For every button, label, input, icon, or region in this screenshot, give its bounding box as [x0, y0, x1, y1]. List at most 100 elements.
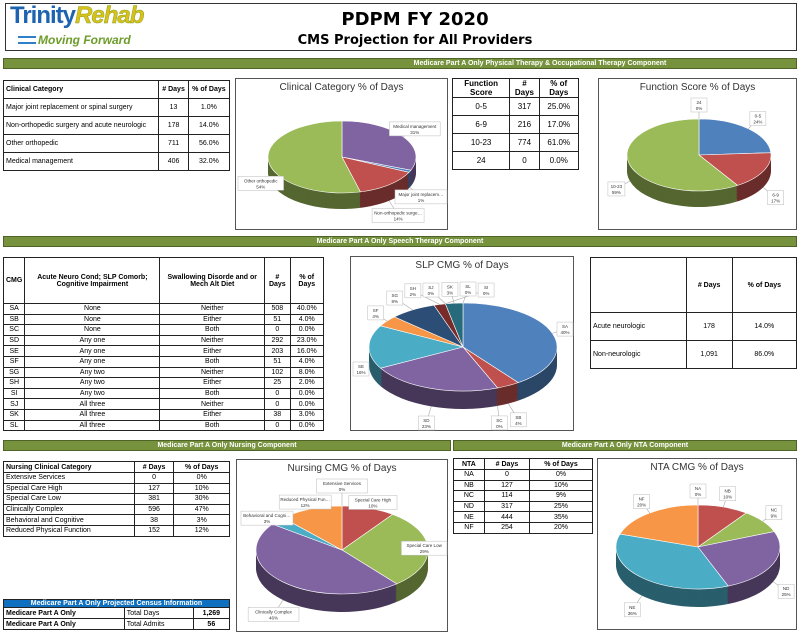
- data-label-category: Other orthopedic: [244, 178, 278, 183]
- table-cell: 254: [483, 521, 531, 534]
- table-cell: 9%: [529, 490, 593, 502]
- table-cell: 0: [133, 472, 175, 484]
- data-label-value: 4%: [515, 421, 522, 426]
- table-cell: 14.0%: [731, 312, 798, 341]
- table-cell: Either: [159, 408, 266, 421]
- table-cell: 178: [685, 312, 733, 341]
- pie-slice-sd: [379, 346, 499, 392]
- data-label-category: NA: [695, 486, 701, 491]
- table-cell: 1,269: [192, 607, 231, 619]
- data-label-category: ND: [783, 586, 790, 591]
- table-cell: 317: [483, 500, 531, 513]
- column-header: # Days: [685, 257, 733, 313]
- table-cell: All three: [24, 398, 161, 410]
- data-label-category: SJ: [428, 285, 433, 290]
- table-cell: 23.0%: [289, 334, 325, 347]
- pie-slice-nd: [697, 531, 781, 587]
- table-row: Medicare Part A Only Total Days 1,269: [3, 607, 231, 619]
- table-row: Non-orthopedic surgery and acute neurolo…: [2, 116, 231, 135]
- data-label-category: SB: [515, 415, 521, 420]
- table-row: NC 114 9%: [453, 490, 593, 502]
- table-cell: 1.0%: [187, 98, 231, 117]
- data-label-value: 1%: [418, 198, 425, 203]
- table-cell: 51: [264, 313, 291, 326]
- table-cell: Any two: [24, 377, 161, 389]
- table-cell: Any two: [24, 366, 161, 379]
- table-cell: 0: [509, 151, 540, 170]
- data-label-value: 16%: [356, 370, 365, 375]
- logo-speed-lines-icon: [18, 36, 36, 44]
- page-title: PDPM FY 2020: [341, 9, 489, 30]
- data-label-value: 12%: [301, 503, 310, 508]
- table-cell: 0: [264, 324, 291, 336]
- data-label-value: 3%: [447, 290, 454, 295]
- table-cell: 38: [133, 514, 175, 526]
- data-label-category: Medical management: [393, 124, 437, 129]
- data-label-value: 29%: [420, 549, 429, 554]
- table-cell: Any two: [24, 387, 161, 400]
- table-cell: Total Admits: [123, 618, 194, 630]
- table-cell: Either: [159, 345, 266, 357]
- table-cell: 12%: [173, 524, 230, 537]
- table-cell: 0: [483, 469, 531, 481]
- column-header: # Days: [158, 80, 189, 99]
- data-label-value: 31%: [410, 130, 419, 135]
- table-cell: 774: [509, 133, 540, 152]
- table-cell: 4.0%: [289, 355, 325, 368]
- pie-slice-ne: [615, 533, 729, 590]
- data-label-category: SC: [496, 418, 503, 423]
- data-label-value: 2%: [410, 292, 417, 297]
- table-cell: NE: [453, 511, 485, 523]
- table-cell: Special Care Low: [3, 493, 135, 505]
- table-cell: 51: [264, 355, 291, 368]
- column-header: # Days: [133, 461, 175, 473]
- data-label-category: Reduced Physical Fun…: [280, 497, 330, 502]
- data-label-value: 10%: [368, 503, 377, 508]
- column-header: Function Score: [451, 78, 511, 98]
- table-cell: 47%: [173, 503, 230, 516]
- table-row: 24 0 0.0%: [451, 151, 579, 170]
- data-label-value: 8%: [392, 299, 399, 304]
- data-label-value: 24%: [753, 120, 762, 125]
- column-header: NTA: [453, 458, 485, 470]
- data-label-category: SL: [465, 284, 471, 289]
- data-label-category: 0-5: [755, 114, 762, 119]
- table-cell: Both: [159, 324, 266, 336]
- table-row: SE Any one Either 203 16.0%: [2, 345, 325, 357]
- data-label: 0-524%: [749, 111, 767, 126]
- table-cell: 381: [133, 493, 175, 505]
- table-cell: 10%: [173, 482, 230, 495]
- table-cell: Medicare Part A Only: [3, 607, 125, 619]
- column-header: % of Days: [187, 80, 231, 99]
- data-label-category: SF: [373, 308, 379, 313]
- table-cell: 127: [133, 482, 175, 495]
- table-cell: 127: [483, 479, 531, 492]
- data-label: SG8%: [386, 290, 404, 306]
- table-row: Special Care Low 381 30%: [3, 493, 230, 505]
- table-cell: 711: [158, 134, 189, 153]
- table-cell: 4.0%: [289, 313, 325, 326]
- function-score-table: Function Score # Days% of Days 0-5 317 25.0%…: [451, 78, 579, 170]
- band-nta: Medicare Part A Only NTA Component: [453, 440, 797, 451]
- table-cell: ND: [453, 500, 485, 513]
- table-cell: 6-9: [451, 115, 511, 134]
- table-row: NB 127 10%: [453, 479, 593, 492]
- table-row: SH Any two Either 25 2.0%: [2, 377, 325, 389]
- table-cell: SJ: [2, 398, 26, 410]
- table-cell: 35%: [529, 511, 593, 523]
- data-label-value: 17%: [771, 199, 780, 204]
- neuro-table: # Days% of Days Acute neurologic 178 14.0% N…: [590, 257, 798, 369]
- table-cell: All three: [24, 419, 161, 432]
- trinity-rehab-logo: TrinityRehab: [10, 2, 145, 29]
- page-subtitle: CMS Projection for All Providers: [297, 33, 533, 48]
- table-cell: 508: [264, 303, 291, 315]
- table-row: SB None Either 51 4.0%: [2, 313, 325, 326]
- data-label: SB4%: [510, 412, 527, 428]
- table-cell: SA: [2, 303, 26, 315]
- data-label-value: 10%: [723, 495, 732, 500]
- table-cell: SB: [2, 313, 26, 326]
- column-header: Clinical Category: [2, 80, 160, 99]
- table-cell: None: [24, 324, 161, 336]
